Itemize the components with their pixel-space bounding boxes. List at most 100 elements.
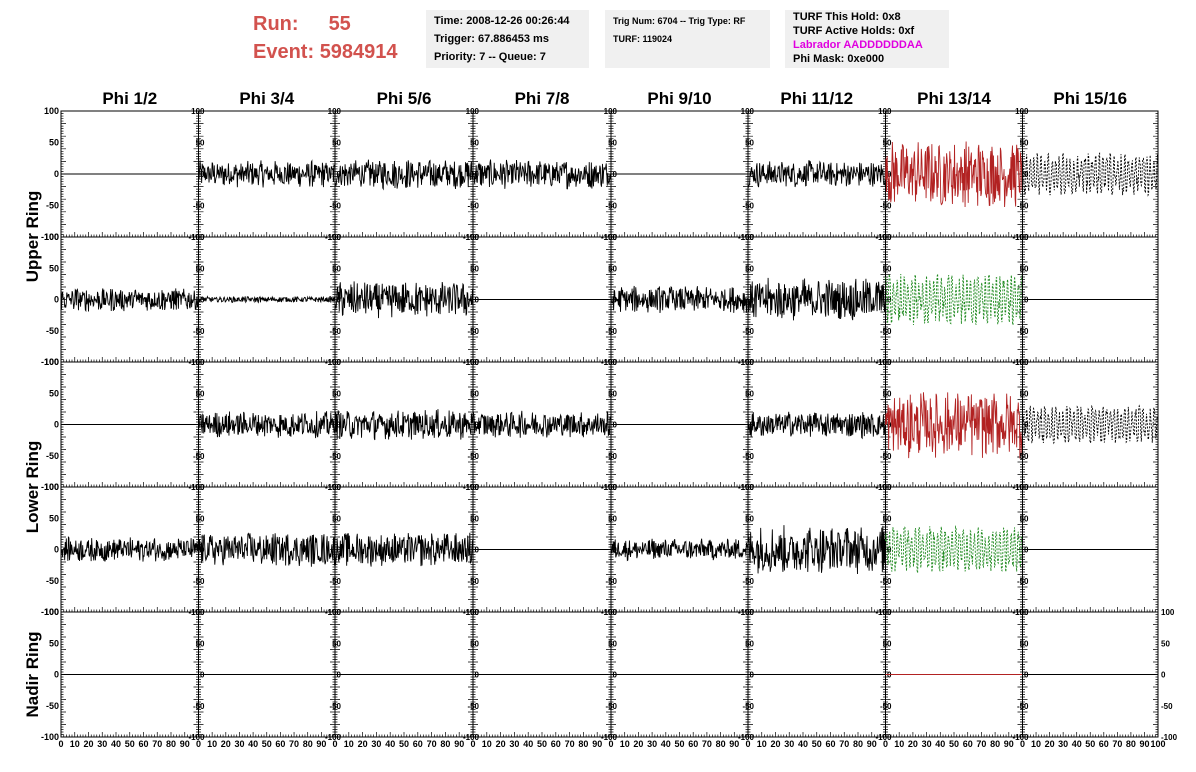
y-tick-label: -100 bbox=[463, 733, 480, 742]
y-tick-label: 50 bbox=[49, 138, 59, 148]
y-tick-label: -50 bbox=[605, 577, 617, 586]
y-tick-label: -50 bbox=[742, 452, 754, 461]
x-tick-label: 90 bbox=[454, 739, 464, 749]
y-tick-label: -50 bbox=[193, 702, 205, 711]
y-tick-label: 100 bbox=[878, 358, 892, 367]
panel-ticks bbox=[885, 486, 1023, 613]
panel-frame bbox=[885, 486, 1023, 613]
x-tick-label: 40 bbox=[935, 739, 945, 749]
x-tick-label: 70 bbox=[702, 739, 712, 749]
y-tick-label: 50 bbox=[470, 639, 479, 648]
panel-ticks bbox=[885, 236, 1023, 363]
waveform-trace bbox=[198, 532, 336, 567]
y-tick-label: -50 bbox=[329, 577, 341, 586]
column-title: Phi 7/8 bbox=[515, 89, 570, 108]
waveform-trace bbox=[60, 288, 199, 313]
y-tick-label: -50 bbox=[742, 202, 754, 211]
y-tick-label: 100 bbox=[604, 107, 618, 116]
y-tick-label: 0 bbox=[887, 421, 892, 430]
waveform-trace bbox=[198, 295, 336, 304]
column-title: Phi 15/16 bbox=[1053, 89, 1127, 108]
y-tick-label: 0 bbox=[475, 170, 480, 179]
y-tick-label: 50 bbox=[745, 514, 754, 523]
x-tick-label: 20 bbox=[83, 739, 93, 749]
y-tick-label: -50 bbox=[467, 452, 479, 461]
y-tick-label: 100 bbox=[741, 608, 755, 617]
y-tick-label: 0 bbox=[54, 295, 59, 305]
x-tick-label: 50 bbox=[674, 739, 684, 749]
y-tick-label: -50 bbox=[329, 202, 341, 211]
x-tick-label: 90 bbox=[592, 739, 602, 749]
y-tick-label: 50 bbox=[470, 389, 479, 398]
y-tick-label: 100 bbox=[328, 107, 342, 116]
x-tick-label: 30 bbox=[509, 739, 519, 749]
y-tick-label: -100 bbox=[875, 733, 892, 742]
x-tick-label: 10 bbox=[482, 739, 492, 749]
x-tick-label: 20 bbox=[908, 739, 918, 749]
y-tick-label: 50 bbox=[470, 264, 479, 273]
y-tick-label: 100 bbox=[44, 482, 59, 492]
y-tick-label: 0 bbox=[337, 170, 342, 179]
x-tick-label: 10 bbox=[70, 739, 80, 749]
x-tick-label: 60 bbox=[825, 739, 835, 749]
column-title: Phi 13/14 bbox=[917, 89, 991, 108]
y-tick-label: 100 bbox=[191, 483, 205, 492]
y-tick-label: 100 bbox=[1015, 233, 1029, 242]
x-tick-label: 80 bbox=[440, 739, 450, 749]
x-tick-label: 90 bbox=[867, 739, 877, 749]
x-tick-label: 80 bbox=[990, 739, 1000, 749]
y-tick-label: 50 bbox=[196, 389, 205, 398]
y-tick-label: 50 bbox=[1161, 639, 1170, 648]
x-tick-label: 50 bbox=[1085, 739, 1095, 749]
y-tick-label: 100 bbox=[44, 232, 59, 242]
run-line: Run: 55 bbox=[253, 10, 398, 38]
x-tick-label: 10 bbox=[207, 739, 217, 749]
x-tick-label: 30 bbox=[922, 739, 932, 749]
y-tick-label: -50 bbox=[193, 577, 205, 586]
panel-ticks bbox=[1022, 110, 1159, 238]
column-title: Phi 5/6 bbox=[377, 89, 432, 108]
x-tick-label: 40 bbox=[1072, 739, 1082, 749]
labrador-line: Labrador AADDDDDDAA bbox=[793, 39, 923, 51]
y-tick-label: 100 bbox=[1015, 107, 1029, 116]
waveform-trace bbox=[1022, 404, 1159, 445]
y-tick-label: -50 bbox=[742, 327, 754, 336]
y-tick-label: 100 bbox=[741, 358, 755, 367]
x-tick-label: 60 bbox=[963, 739, 973, 749]
x-tick-label: 20 bbox=[221, 739, 231, 749]
x-tick-label: 80 bbox=[853, 739, 863, 749]
y-tick-label: 50 bbox=[608, 514, 617, 523]
waveform-trace bbox=[885, 141, 1023, 208]
x-tick-label: 90 bbox=[729, 739, 739, 749]
y-tick-label: -50 bbox=[467, 702, 479, 711]
y-tick-label: -50 bbox=[880, 702, 892, 711]
y-tick-label: 100 bbox=[878, 608, 892, 617]
y-tick-label: 100 bbox=[878, 483, 892, 492]
y-tick-label: 0 bbox=[475, 421, 480, 430]
y-tick-label: -50 bbox=[329, 452, 341, 461]
x-tick-label: 10 bbox=[1031, 739, 1041, 749]
event-label: Event: bbox=[253, 41, 315, 63]
y-tick-label: -100 bbox=[41, 232, 59, 242]
x-tick-label: 30 bbox=[647, 739, 657, 749]
y-tick-label: 50 bbox=[608, 639, 617, 648]
y-tick-label: -100 bbox=[738, 733, 755, 742]
x-tick-label: 10 bbox=[620, 739, 630, 749]
y-tick-label: 50 bbox=[745, 139, 754, 148]
y-tick-label: -50 bbox=[193, 452, 205, 461]
y-tick-label: 100 bbox=[191, 608, 205, 617]
y-tick-label: 0 bbox=[54, 420, 59, 430]
x-tick-label: 40 bbox=[111, 739, 121, 749]
y-tick-label: -50 bbox=[742, 702, 754, 711]
y-tick-label: 100 bbox=[878, 107, 892, 116]
event-line: Event: 5984914 bbox=[253, 38, 398, 66]
waveform-trace bbox=[334, 159, 474, 191]
y-tick-label: 50 bbox=[332, 389, 341, 398]
waveform-trace bbox=[885, 392, 1023, 459]
y-tick-label: 100 bbox=[191, 358, 205, 367]
y-tick-label: -50 bbox=[329, 327, 341, 336]
x-tick-label: 80 bbox=[303, 739, 313, 749]
x-tick-label: 70 bbox=[289, 739, 299, 749]
y-tick-label: -100 bbox=[325, 733, 342, 742]
